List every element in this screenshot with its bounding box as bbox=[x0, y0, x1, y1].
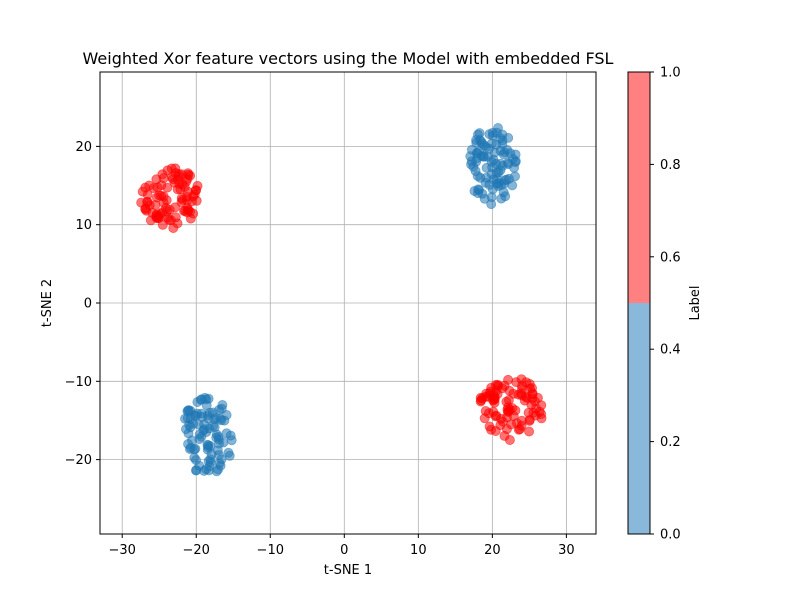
scatter-point-label-0 bbox=[183, 438, 194, 449]
colorbar-frame bbox=[627, 71, 651, 535]
scatter-point-label-1 bbox=[475, 396, 486, 407]
scatter-point-label-1 bbox=[511, 418, 522, 429]
x-axis-ticks: −30 −20 −10 0 10 20 30 bbox=[108, 534, 575, 558]
x-tick-label: 30 bbox=[558, 543, 575, 558]
scatter-point-label-0 bbox=[500, 191, 511, 202]
scatter-point-label-0 bbox=[189, 452, 200, 463]
scatter-point-label-1 bbox=[178, 205, 189, 216]
scatter-point-label-1 bbox=[523, 407, 534, 418]
scatter-point-label-1 bbox=[177, 194, 188, 205]
scatter-point-label-1 bbox=[490, 379, 501, 390]
y-tick-label: −20 bbox=[65, 453, 92, 468]
colorbar: 0.0 0.2 0.4 0.6 0.8 1.0 bbox=[627, 66, 681, 543]
x-tick-label: 0 bbox=[340, 543, 348, 558]
scatter-point-label-1 bbox=[157, 219, 168, 230]
colorbar-tick-label: 0.4 bbox=[660, 343, 681, 358]
scatter-point-label-0 bbox=[182, 413, 193, 424]
y-axis-label: t-SNE 2 bbox=[40, 279, 55, 327]
y-tick-label: 10 bbox=[75, 218, 92, 233]
scatter-point-label-0 bbox=[509, 171, 520, 182]
scatter-point-label-1 bbox=[152, 213, 163, 224]
scatter-point-label-0 bbox=[470, 165, 481, 176]
scatter-point-label-1 bbox=[161, 195, 172, 206]
y-axis-ticks: −20 −10 0 10 20 bbox=[65, 140, 100, 468]
scatter-point-label-1 bbox=[191, 185, 202, 196]
scatter-point-label-1 bbox=[173, 171, 184, 182]
x-tick-label: −30 bbox=[108, 543, 135, 558]
scatter-point-label-1 bbox=[527, 382, 538, 393]
scatter-point-label-1 bbox=[148, 183, 159, 194]
chart-title: Weighted Xor feature vectors using the M… bbox=[83, 49, 614, 68]
scatter-point-label-0 bbox=[473, 184, 484, 195]
scatter-point-label-1 bbox=[497, 416, 508, 427]
scatter-point-label-1 bbox=[488, 406, 499, 417]
scatter-point-label-0 bbox=[213, 434, 224, 445]
scatter-point-label-0 bbox=[497, 129, 508, 140]
y-tick-label: −10 bbox=[65, 375, 92, 390]
colorbar-band-label-1 bbox=[628, 72, 650, 303]
scatter-point-label-0 bbox=[217, 399, 228, 410]
x-tick-label: 20 bbox=[484, 543, 501, 558]
scatter-point-label-0 bbox=[208, 420, 219, 431]
scatter-point-label-1 bbox=[162, 182, 173, 193]
scatter-point-label-0 bbox=[472, 152, 483, 163]
colorbar-tick-label: 0.8 bbox=[660, 158, 681, 173]
scatter-point-label-0 bbox=[196, 431, 207, 442]
scatter-point-label-0 bbox=[505, 148, 516, 159]
scatter-point-label-1 bbox=[142, 189, 153, 200]
y-tick-label: 0 bbox=[84, 297, 92, 312]
scatter-point-label-1 bbox=[517, 380, 528, 391]
scatter-point-label-0 bbox=[211, 466, 222, 477]
colorbar-label: Label bbox=[688, 285, 703, 320]
scatter-points bbox=[136, 123, 547, 477]
scatter-point-label-0 bbox=[201, 400, 212, 411]
scatter-point-label-1 bbox=[521, 391, 532, 402]
colorbar-ticks: 0.0 0.2 0.4 0.6 0.8 1.0 bbox=[650, 66, 681, 543]
colorbar-tick-label: 0.0 bbox=[660, 528, 681, 543]
scatter-point-label-0 bbox=[212, 445, 223, 456]
scatter-point-label-1 bbox=[502, 404, 513, 415]
scatter-point-label-1 bbox=[484, 421, 495, 432]
scatter-point-label-0 bbox=[484, 179, 495, 190]
scatter-point-label-1 bbox=[532, 392, 543, 403]
scatter-point-label-1 bbox=[524, 426, 535, 437]
scatter-point-label-0 bbox=[225, 430, 236, 441]
scatter-point-label-1 bbox=[141, 205, 152, 216]
scatter-point-label-0 bbox=[215, 413, 226, 424]
colorbar-tick-label: 0.6 bbox=[660, 250, 681, 265]
colorbar-tick-label: 1.0 bbox=[660, 66, 681, 81]
scatter-point-label-0 bbox=[471, 137, 482, 148]
x-tick-label: 10 bbox=[410, 543, 427, 558]
scatter-point-label-1 bbox=[487, 394, 498, 405]
scatter-point-label-0 bbox=[183, 405, 194, 416]
scatter-point-label-0 bbox=[204, 461, 215, 472]
colorbar-tick-label: 0.2 bbox=[660, 435, 681, 450]
scatter-point-label-1 bbox=[191, 195, 202, 206]
x-axis-label: t-SNE 1 bbox=[324, 563, 372, 578]
scatter-point-label-0 bbox=[501, 174, 512, 185]
scatter-point-label-0 bbox=[191, 465, 202, 476]
scatter-point-label-1 bbox=[479, 413, 490, 424]
scatter-point-label-0 bbox=[180, 424, 191, 435]
scatter-point-label-0 bbox=[205, 440, 216, 451]
y-tick-label: 20 bbox=[75, 140, 92, 155]
scatter-point-label-1 bbox=[170, 163, 181, 174]
scatter-point-label-1 bbox=[531, 403, 542, 414]
scatter-point-label-0 bbox=[487, 162, 498, 173]
scatter-point-label-0 bbox=[509, 162, 520, 173]
scatter-point-label-1 bbox=[163, 214, 174, 225]
scatter-point-label-1 bbox=[172, 218, 183, 229]
scatter-point-label-0 bbox=[195, 394, 206, 405]
scatter-point-label-1 bbox=[150, 199, 161, 210]
colorbar-band-label-0 bbox=[628, 303, 650, 534]
scatter-point-label-1 bbox=[499, 430, 510, 441]
x-tick-label: −20 bbox=[183, 543, 210, 558]
scatter-point-label-0 bbox=[196, 411, 207, 422]
x-tick-label: −10 bbox=[257, 543, 284, 558]
scatter-point-label-0 bbox=[502, 157, 513, 168]
scatter-point-label-0 bbox=[223, 447, 234, 458]
scatter-point-label-1 bbox=[170, 202, 181, 213]
